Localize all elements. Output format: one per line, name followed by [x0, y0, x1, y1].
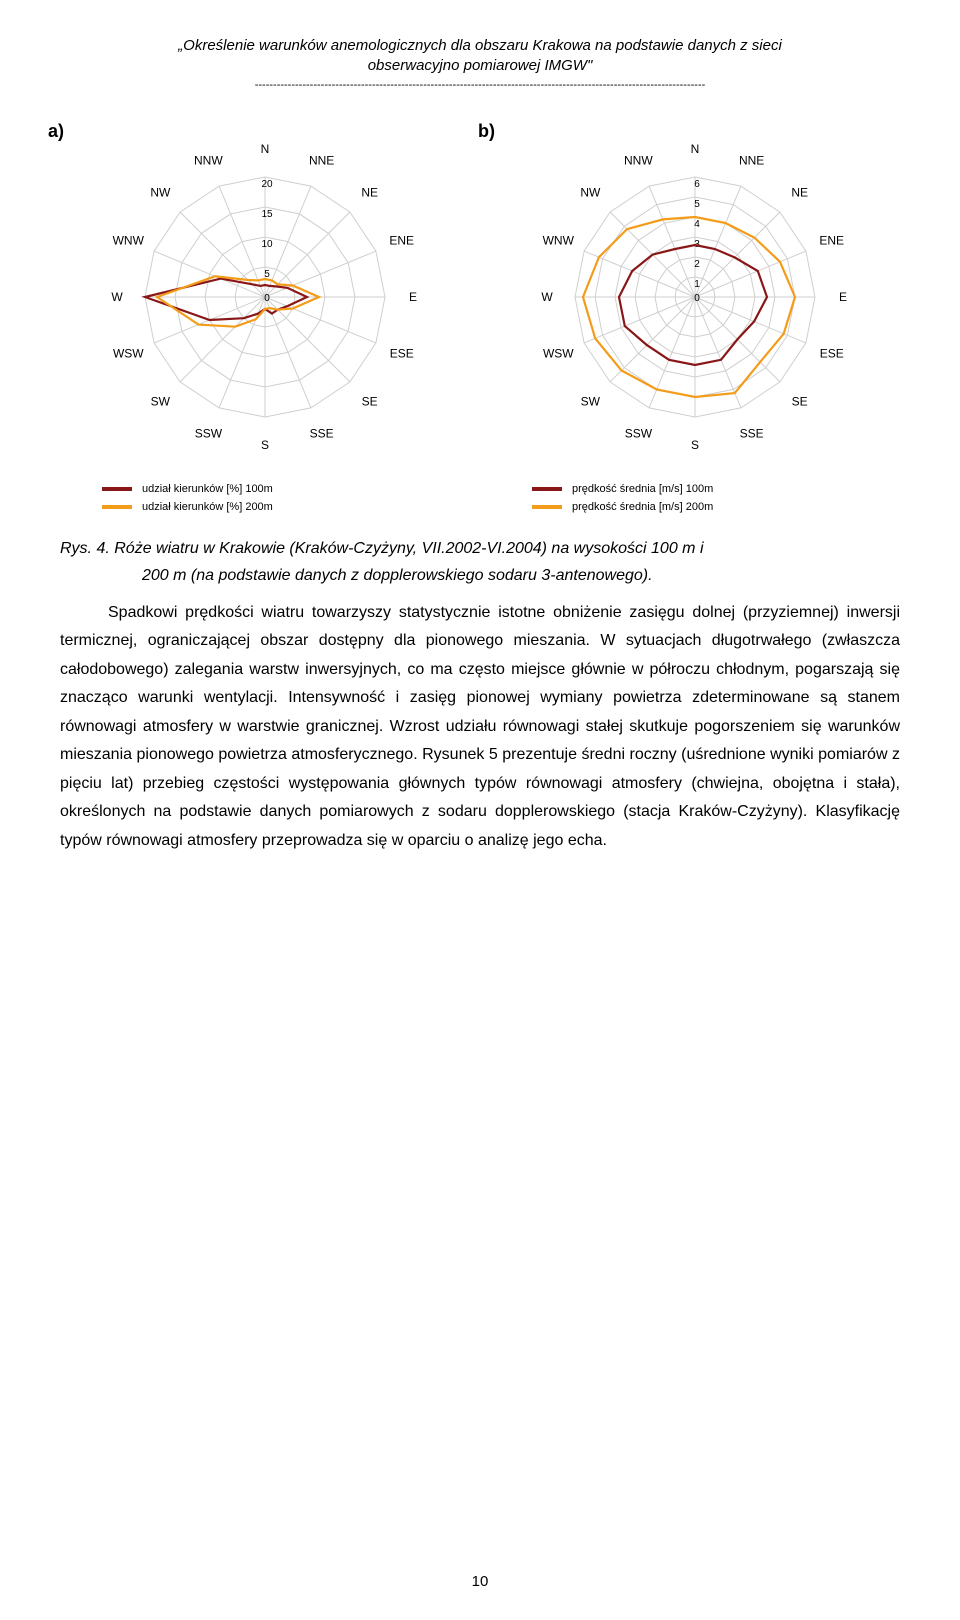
svg-text:N: N: [261, 142, 270, 156]
legend-item: udział kierunków [%] 100m: [102, 483, 470, 495]
legend-label: udział kierunków [%] 100m: [142, 483, 273, 495]
svg-text:NE: NE: [791, 185, 808, 199]
svg-text:5: 5: [694, 199, 700, 210]
legend-label: prędkość średnia [m/s] 200m: [572, 501, 713, 513]
header-line-2: obserwacyjno pomiarowej IMGW": [368, 57, 593, 74]
svg-text:0: 0: [264, 293, 270, 304]
legend-left: udział kierunków [%] 100m udział kierunkó…: [60, 483, 470, 513]
legend-item: prędkość średnia [m/s] 200m: [532, 501, 900, 513]
legend-row: udział kierunków [%] 100m udział kierunkó…: [60, 483, 900, 513]
svg-text:ESE: ESE: [390, 346, 414, 360]
svg-text:N: N: [691, 142, 700, 156]
body-paragraph: Spadkowi prędkości wiatru towarzyszy sta…: [60, 599, 900, 855]
svg-text:NNE: NNE: [309, 153, 334, 167]
caption-cont: 200 m (na podstawie danych z dopplerowsk…: [60, 562, 900, 589]
wind-rose-b: 1234560NNNENEENEEESESESSESSSWSWWSWWWNWNW…: [490, 117, 900, 477]
header-rule: ----------------------------------------…: [60, 79, 900, 91]
legend-swatch: [532, 487, 562, 491]
svg-text:SW: SW: [151, 394, 171, 408]
caption-lead: Rys. 4. Róże wiatru w Krakowie (Kraków-C…: [60, 540, 704, 557]
figure-caption: Rys. 4. Róże wiatru w Krakowie (Kraków-C…: [60, 535, 900, 589]
legend-swatch: [102, 487, 132, 491]
svg-text:WSW: WSW: [113, 346, 144, 360]
svg-text:SE: SE: [792, 394, 808, 408]
svg-text:SSW: SSW: [195, 426, 223, 440]
svg-text:S: S: [691, 438, 699, 452]
document-header: „Określenie warunków anemologicznych dla…: [60, 36, 900, 77]
svg-text:SW: SW: [581, 394, 601, 408]
svg-text:W: W: [111, 290, 123, 304]
svg-text:0: 0: [694, 293, 700, 304]
legend-label: udział kierunków [%] 200m: [142, 501, 273, 513]
svg-text:2: 2: [694, 259, 700, 270]
svg-text:20: 20: [261, 179, 273, 190]
panel-label-b: b): [478, 121, 495, 142]
legend-label: prędkość średnia [m/s] 100m: [572, 483, 713, 495]
svg-text:SSE: SSE: [740, 426, 764, 440]
svg-text:ENE: ENE: [389, 233, 414, 247]
svg-text:E: E: [409, 290, 417, 304]
legend-item: udział kierunków [%] 200m: [102, 501, 470, 513]
svg-text:NW: NW: [580, 185, 601, 199]
wind-rose-a: 51015200NNNENEENEEESESESSESSSWSWWSWWWNWN…: [60, 117, 470, 477]
document-page: „Określenie warunków anemologicznych dla…: [0, 0, 960, 1620]
svg-text:SSE: SSE: [310, 426, 334, 440]
svg-text:WNW: WNW: [113, 233, 145, 247]
svg-text:NE: NE: [361, 185, 378, 199]
chart-right-cell: b) 1234560NNNENEENEEESESESSESSSWSWWSWWWN…: [490, 117, 900, 477]
svg-text:NNW: NNW: [624, 153, 653, 167]
svg-text:W: W: [541, 290, 553, 304]
legend-swatch: [102, 505, 132, 509]
svg-text:SSW: SSW: [625, 426, 653, 440]
svg-text:10: 10: [261, 239, 273, 250]
legend-item: prędkość średnia [m/s] 100m: [532, 483, 900, 495]
svg-text:ESE: ESE: [820, 346, 844, 360]
charts-row: a) 51015200NNNENEENEEESESESSESSSWSWWSWWW…: [60, 117, 900, 477]
panel-label-a: a): [48, 121, 64, 142]
svg-text:WSW: WSW: [543, 346, 574, 360]
svg-text:15: 15: [261, 209, 273, 220]
page-number: 10: [0, 1573, 960, 1590]
svg-text:S: S: [261, 438, 269, 452]
svg-text:NW: NW: [150, 185, 171, 199]
svg-text:E: E: [839, 290, 847, 304]
svg-text:ENE: ENE: [819, 233, 844, 247]
svg-text:NNW: NNW: [194, 153, 223, 167]
svg-text:SE: SE: [362, 394, 378, 408]
svg-text:6: 6: [694, 179, 700, 190]
svg-text:1: 1: [694, 279, 700, 290]
header-line-1: „Określenie warunków anemologicznych dla…: [178, 37, 782, 54]
svg-text:WNW: WNW: [543, 233, 575, 247]
svg-text:NNE: NNE: [739, 153, 764, 167]
svg-text:4: 4: [694, 219, 700, 230]
legend-right: prędkość średnia [m/s] 100m prędkość śred…: [490, 483, 900, 513]
chart-left-cell: a) 51015200NNNENEENEEESESESSESSSWSWWSWWW…: [60, 117, 470, 477]
legend-swatch: [532, 505, 562, 509]
